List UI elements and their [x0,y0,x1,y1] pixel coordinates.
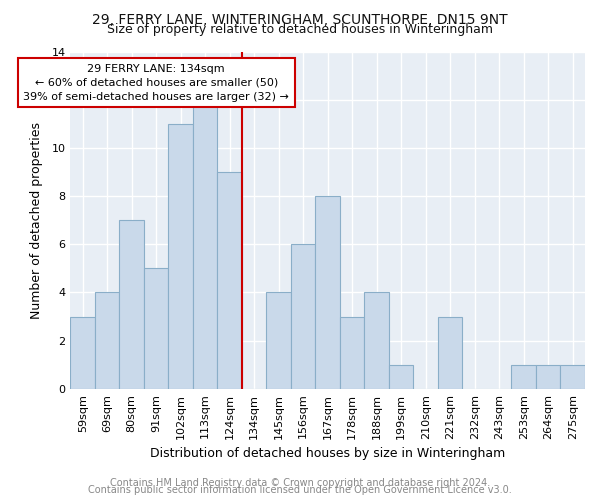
Bar [95,292,119,389]
Bar [536,364,560,389]
Text: Contains HM Land Registry data © Crown copyright and database right 2024.: Contains HM Land Registry data © Crown c… [110,478,490,488]
Y-axis label: Number of detached properties: Number of detached properties [30,122,43,318]
Bar [119,220,144,389]
Bar [291,244,316,389]
Text: Size of property relative to detached houses in Winteringham: Size of property relative to detached ho… [107,22,493,36]
Bar [389,364,413,389]
Bar [217,172,242,389]
Text: 29 FERRY LANE: 134sqm
← 60% of detached houses are smaller (50)
39% of semi-deta: 29 FERRY LANE: 134sqm ← 60% of detached … [23,64,289,102]
Bar [193,100,217,389]
Bar [560,364,585,389]
Bar [511,364,536,389]
Bar [438,316,463,389]
Bar [340,316,364,389]
Bar [70,316,95,389]
Bar [169,124,193,389]
Bar [316,196,340,389]
X-axis label: Distribution of detached houses by size in Winteringham: Distribution of detached houses by size … [150,447,505,460]
Bar [144,268,169,389]
Bar [364,292,389,389]
Text: 29, FERRY LANE, WINTERINGHAM, SCUNTHORPE, DN15 9NT: 29, FERRY LANE, WINTERINGHAM, SCUNTHORPE… [92,12,508,26]
Bar [266,292,291,389]
Text: Contains public sector information licensed under the Open Government Licence v3: Contains public sector information licen… [88,485,512,495]
